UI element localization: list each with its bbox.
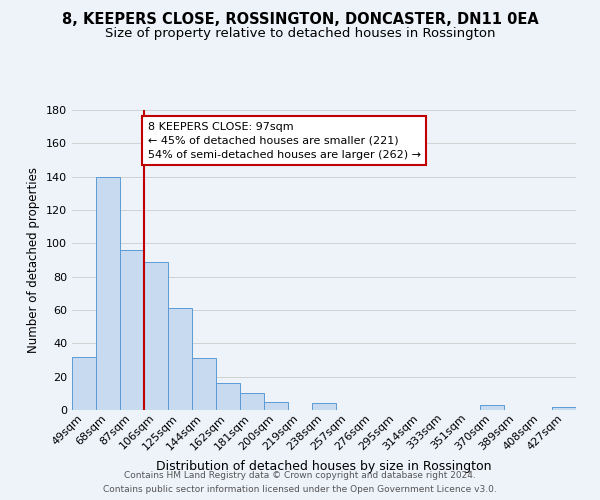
Y-axis label: Number of detached properties: Number of detached properties (28, 167, 40, 353)
Bar (72, 356, 96, 410)
Bar (264, 402, 288, 410)
Bar (96, 176, 120, 410)
Bar (216, 384, 240, 410)
Bar (312, 404, 336, 410)
Bar (480, 405, 504, 410)
Bar (168, 308, 192, 410)
Text: Size of property relative to detached houses in Rossington: Size of property relative to detached ho… (105, 28, 495, 40)
Text: 8 KEEPERS CLOSE: 97sqm
← 45% of detached houses are smaller (221)
54% of semi-de: 8 KEEPERS CLOSE: 97sqm ← 45% of detached… (148, 122, 421, 160)
Bar (240, 394, 264, 410)
Text: Contains public sector information licensed under the Open Government Licence v3: Contains public sector information licen… (103, 484, 497, 494)
Bar (552, 406, 576, 410)
Text: Contains HM Land Registry data © Crown copyright and database right 2024.: Contains HM Land Registry data © Crown c… (124, 472, 476, 480)
Text: 8, KEEPERS CLOSE, ROSSINGTON, DONCASTER, DN11 0EA: 8, KEEPERS CLOSE, ROSSINGTON, DONCASTER,… (62, 12, 538, 28)
Bar (120, 250, 144, 410)
X-axis label: Distribution of detached houses by size in Rossington: Distribution of detached houses by size … (156, 460, 492, 473)
Bar (192, 358, 216, 410)
Bar (144, 262, 168, 410)
